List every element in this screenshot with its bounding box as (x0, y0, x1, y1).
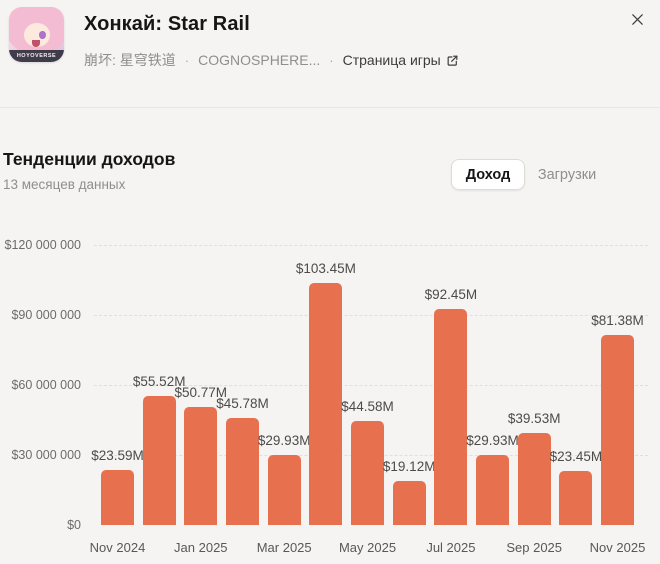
bar-value-label: $29.93M (466, 433, 519, 449)
revenue-tab[interactable]: Доход (451, 159, 525, 190)
bar-value-label: $44.58M (341, 399, 394, 415)
hoyoverse-label: HOYOVERSE (9, 50, 64, 62)
bar-oct-2025[interactable] (559, 470, 593, 526)
bar-value-label: $29.93M (257, 433, 311, 449)
game-title: Хонкай: Star Rail (84, 13, 250, 35)
y-axis-tick-label: $90 000 000 (11, 307, 81, 322)
bar-value-label: $23.45M (549, 448, 603, 464)
x-axis-tick-label: Nov 2025 (589, 540, 646, 555)
bar-value-label: $45.78M (216, 396, 269, 412)
bar-value-label: $19.12M (382, 458, 436, 474)
metric-toggle: Доход Загрузки (451, 159, 609, 190)
bar-jun-2025[interactable] (392, 480, 426, 526)
game-page-link-label: Страница игры (342, 52, 441, 68)
gridline (94, 244, 648, 246)
publisher-name: COGNOSPHERE... (198, 52, 321, 68)
close-icon (630, 12, 645, 27)
bar-value-label: $39.53M (507, 410, 561, 426)
x-axis-tick-label: Jul 2025 (426, 540, 476, 555)
bar-apr-2025[interactable] (309, 283, 343, 526)
close-button[interactable] (623, 5, 651, 33)
x-axis-tick-label: Jan 2025 (174, 540, 228, 555)
separator-dot: · (184, 52, 190, 68)
bar-jan-2025[interactable] (184, 406, 218, 526)
y-axis-tick-label: $30 000 000 (11, 448, 81, 463)
bar-value-label: $50.77M (174, 384, 228, 400)
section-subtitle: 13 месяцев данных (3, 177, 126, 192)
separator-dot: · (329, 52, 334, 68)
game-meta-row: 崩坏: 星穹铁道 · COGNOSPHERE... · Страница игр… (84, 50, 459, 70)
x-axis-tick-label: May 2025 (338, 540, 397, 555)
bar-value-label: $81.38M (591, 313, 644, 328)
section-title: Тенденции доходов (3, 149, 176, 169)
character-mouth (32, 40, 40, 47)
character-eye (39, 31, 46, 39)
y-axis-tick-label: $120 000 000 (4, 237, 81, 252)
x-axis-tick-label: Sep 2025 (506, 540, 563, 555)
bar-feb-2025[interactable] (226, 418, 259, 526)
downloads-tab[interactable]: Загрузки (525, 159, 609, 190)
external-link-icon (446, 54, 459, 67)
y-axis-tick-label: $60 000 000 (11, 378, 81, 392)
bar-value-label: $55.52M (132, 373, 186, 389)
game-icon: HOYOVERSE (9, 7, 64, 62)
bar-mar-2025[interactable] (267, 455, 301, 526)
bar-value-label: $23.59M (91, 448, 144, 464)
game-title-zh: 崩坏: 星穹铁道 (84, 52, 176, 68)
x-axis-tick-label: Mar 2025 (256, 540, 312, 555)
gridline (94, 314, 648, 316)
bar-sep-2025[interactable] (517, 432, 551, 526)
game-page-link[interactable]: Страница игры (343, 52, 459, 68)
gridline (94, 385, 648, 386)
x-axis-tick-label: Nov 2024 (89, 540, 146, 555)
bar-jul-2025[interactable] (434, 309, 468, 526)
bar-aug-2025[interactable] (476, 455, 509, 526)
y-axis-tick-label: $0 (67, 518, 81, 533)
bar-nov-2025[interactable] (601, 335, 634, 526)
bar-nov-2024[interactable] (101, 470, 134, 526)
bar-dec-2024[interactable] (142, 395, 176, 526)
header-divider (0, 107, 660, 108)
bar-value-label: $92.45M (424, 287, 478, 303)
bar-value-label: $103.45M (295, 261, 356, 277)
bar-may-2025[interactable] (351, 421, 384, 526)
